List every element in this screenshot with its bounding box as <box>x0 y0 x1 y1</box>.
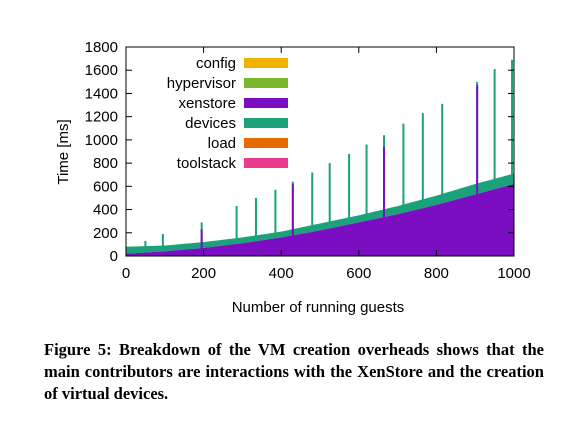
legend-label-load: load <box>208 135 236 152</box>
y-tick-label: 200 <box>93 225 118 242</box>
legend-swatch-devices <box>244 118 288 128</box>
x-tick-label: 400 <box>269 265 294 282</box>
series-area-xenstore <box>126 184 514 256</box>
legend-label-xenstore: xenstore <box>178 95 236 112</box>
y-tick-label: 0 <box>110 248 118 265</box>
tick-labels: 0 200 400 600 800 1000 1200 1400 1600 1800 0 200 400… <box>85 39 531 282</box>
axes <box>125 46 515 257</box>
legend-swatch-xenstore <box>244 98 288 108</box>
y-tick-label: 400 <box>93 202 118 219</box>
plot-area <box>126 59 514 256</box>
y-tick-label: 800 <box>93 155 118 172</box>
y-axis-label: Time [ms] <box>55 119 72 184</box>
y-tick-label: 1000 <box>85 132 118 149</box>
y-tick-label: 1200 <box>85 109 118 126</box>
legend-label-hypervisor: hypervisor <box>167 75 236 92</box>
x-tick-label: 1000 <box>497 265 530 282</box>
y-tick-label: 600 <box>93 178 118 195</box>
y-tick-label: 1800 <box>85 39 118 56</box>
legend: config hypervisor xenstore devices load tools… <box>167 55 288 172</box>
legend-swatch-toolstack <box>244 158 288 168</box>
legend-label-devices: devices <box>185 115 236 132</box>
x-tick-label: 0 <box>122 265 130 282</box>
x-axis-label: Number of running guests <box>232 299 405 316</box>
legend-swatch-config <box>244 58 288 68</box>
x-tick-label: 600 <box>346 265 371 282</box>
x-tick-label: 200 <box>191 265 216 282</box>
chart: 0 200 400 600 800 1000 1200 1400 1600 1800 0 200 400… <box>55 39 531 316</box>
legend-label-toolstack: toolstack <box>177 155 237 172</box>
x-tick-label: 800 <box>424 265 449 282</box>
legend-label-config: config <box>196 55 236 72</box>
plot-frame <box>125 46 515 257</box>
series-area-devices <box>126 173 514 254</box>
y-tick-label: 1400 <box>85 85 118 102</box>
legend-swatch-load <box>244 138 288 148</box>
y-tick-label: 1600 <box>85 62 118 79</box>
legend-swatch-hypervisor <box>244 78 288 88</box>
figure-caption: Figure 5: Breakdown of the VM creation o… <box>44 340 544 403</box>
